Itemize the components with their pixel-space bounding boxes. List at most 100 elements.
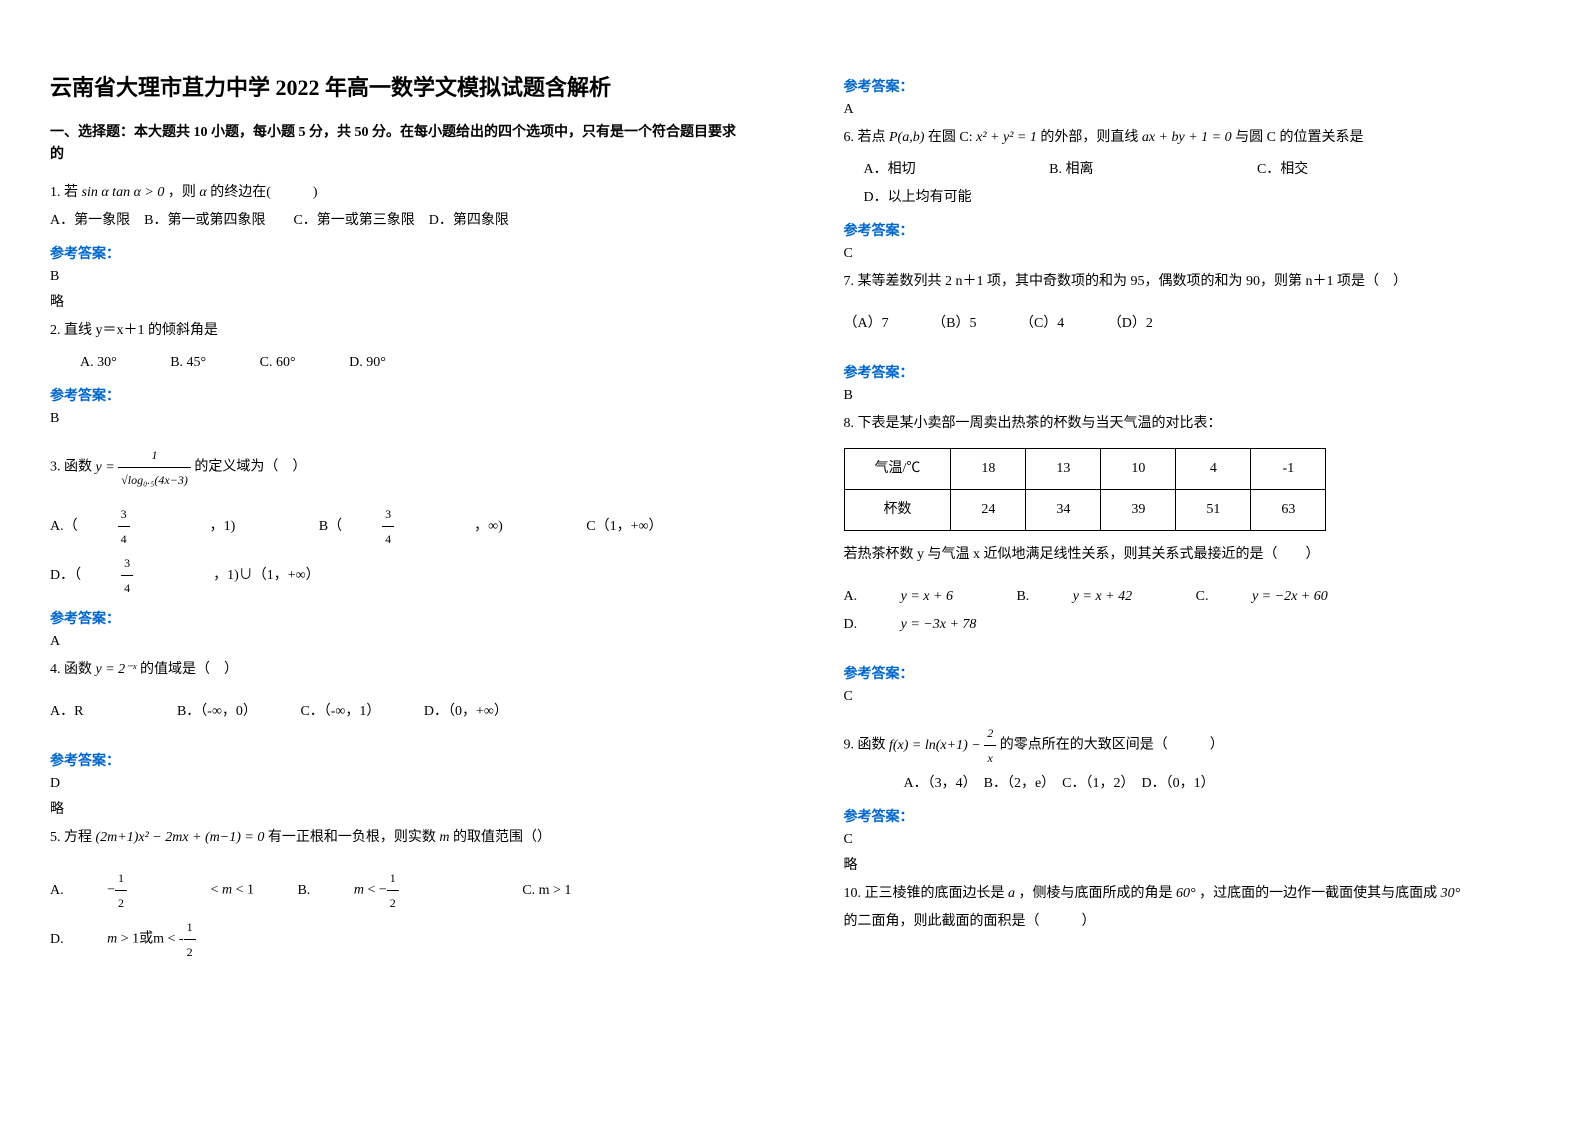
q8-answer: C [844,689,1538,705]
q5-suffix2: 的取值范围（） [453,830,551,845]
q8-r2c3: 39 [1101,490,1176,531]
q8-opt-a: A. y = x + 6 [844,583,993,611]
q3-opt-a: A.（34，1) [50,502,275,551]
q2-answer: B [50,411,744,427]
q8-text2: 若热茶杯数 y 与气温 x 近似地满足线性关系，则其关系式最接近的是（ ） [844,541,1538,569]
q3-formula: y = 1√log₀.₅(4x−3) [96,460,191,475]
q7-answer: B [844,388,1538,404]
question-10: 10. 正三棱锥的底面边长是 a ，侧棱与底面所成的角是 60° ，过底面的一边… [844,880,1538,936]
q8-r1c4: 4 [1176,449,1251,490]
q3-prefix: 3. 函数 [50,460,92,475]
question-5: 5. 方程 (2m+1)x² − 2mx + (m−1) = 0 有一正根和一负… [50,824,744,964]
q2-text: 2. 直线 y＝x＋1 的倾斜角是 [50,317,744,345]
q4-opt-b: B．（-∞，0） [177,698,257,726]
q6-opt-d: D．以上均有可能 [864,184,972,212]
q9-prefix: 9. 函数 [844,738,886,753]
q4-opt-d: D．（0，+∞） [424,698,508,726]
q6-f3: ax + by + 1 = 0 [1142,130,1232,145]
q9-answer: C [844,832,1538,848]
q1-var: α [199,185,206,200]
section-header: 一、选择题：本大题共 10 小题，每小题 5 分，共 50 分。在每小题给出的四… [50,122,744,167]
q8-text: 8. 下表是某小卖部一周卖出热茶的杯数与当天气温的对比表： [844,410,1538,438]
q4-opt-a: A．R [50,698,83,726]
q10-suffix: 的二面角，则此截面的面积是（ ） [844,908,1538,936]
q10-mid2: ，过底面的一边作一截面使其与底面成 [1199,886,1437,901]
q10-ang2: 30° [1441,886,1461,901]
q5-answer: A [844,102,1538,118]
q6-answer: C [844,246,1538,262]
q6-mid1: 在圆 C: [928,130,976,145]
q8-opt-c: C. y = −2x + 60 [1196,583,1368,611]
q6-prefix: 6. 若点 [844,130,886,145]
q4-formula: y = 2⁻ˣ [96,662,137,677]
question-3: 3. 函数 y = 1√log₀.₅(4x−3) 的定义域为（ ） A.（34，… [50,443,744,600]
q8-table: 气温/℃ 18 13 10 4 -1 杯数 24 34 39 51 63 [844,448,1327,531]
answer-label: 参考答案： [50,243,744,263]
q2-opt-b: B. 45° [170,349,206,377]
q10-var-a: a [1008,886,1015,901]
q6-f2: x² + y² = 1 [976,130,1037,145]
q1-suffix: 的终边在( ) [210,185,317,200]
q10-mid: ，侧棱与底面所成的角是 [1019,886,1173,901]
answer-label: 参考答案： [844,663,1538,683]
q5-opt-a: A. −12 < m < 1 [50,866,254,915]
q3-opt-b: B（34，∞) [319,502,543,551]
q8-r2c2: 34 [1026,490,1101,531]
q8-r1c2: 13 [1026,449,1101,490]
q6-mid2: 的外部，则直线 [1040,130,1138,145]
q9-omit: 略 [844,854,1538,874]
q4-omit: 略 [50,798,744,818]
q3-suffix: 的定义域为（ ） [194,460,306,475]
q8-opt-d: D. y = −3x + 78 [844,611,1017,639]
q8-th2: 杯数 [844,490,951,531]
q3-answer: A [50,634,744,650]
q10-ang1: 60° [1176,886,1196,901]
left-column: 云南省大理市苴力中学 2022 年高一数学文模拟试题含解析 一、选择题：本大题共… [0,0,794,1122]
q4-answer: D [50,776,744,792]
q6-opt-c: C．相交 [1257,156,1308,184]
q1-omit: 略 [50,291,744,311]
q5-opt-c: C. m > 1 [522,877,571,905]
q8-r1c1: 18 [951,449,1026,490]
question-2: 2. 直线 y＝x＋1 的倾斜角是 A. 30° B. 45° C. 60° D… [50,317,744,377]
q5-suffix: 有一正根和一负根，则实数 [268,830,436,845]
q2-opt-a: A. 30° [80,349,117,377]
question-1: 1. 若 sin α tan α > 0 ，则 α 的终边在( ) A．第一象限… [50,179,744,235]
answer-label: 参考答案： [50,750,744,770]
q8-r1c3: 10 [1101,449,1176,490]
q5-var: m [439,830,449,845]
right-column: 参考答案： A 6. 若点 P(a,b) 在圆 C: x² + y² = 1 的… [794,0,1587,1122]
answer-label: 参考答案： [844,76,1538,96]
q5-opt-b: B. m < −12 [297,866,478,915]
q1-answer: B [50,269,744,285]
q4-suffix: 的值域是（ ） [140,662,238,677]
q1-mid: ，则 [168,185,196,200]
question-4: 4. 函数 y = 2⁻ˣ 的值域是（ ） A．R B．（-∞，0） C．（-∞… [50,656,744,726]
q8-th1: 气温/℃ [844,449,951,490]
q6-f1: P(a,b) [889,130,924,145]
question-8: 8. 下表是某小卖部一周卖出热茶的杯数与当天气温的对比表： 气温/℃ 18 13… [844,410,1538,639]
answer-label: 参考答案： [844,220,1538,240]
answer-label: 参考答案： [50,385,744,405]
q2-opt-c: C. 60° [260,349,296,377]
question-7: 7. 某等差数列共 2 n＋1 项，其中奇数项的和为 95，偶数项的和为 90，… [844,268,1538,338]
q8-opt-b: B. y = x + 42 [1016,583,1172,611]
question-9: 9. 函数 f(x) = ln(x+1) − 2x 的零点所在的大致区间是（ ）… [844,721,1538,798]
q9-formula: f(x) = ln(x+1) − 2x [889,738,996,753]
q9-options: A．（3，4） B．（2，e） C．（1，2） D．（0，1） [844,770,1538,798]
q8-r1c5: -1 [1251,449,1326,490]
q1-formula: sin α tan α > 0 [82,185,165,200]
q2-opt-d: D. 90° [349,349,386,377]
q7-opt-d: （D）2 [1108,310,1153,338]
answer-label: 参考答案： [844,362,1538,382]
answer-label: 参考答案： [50,608,744,628]
q6-opt-a: A．相切 [864,156,916,184]
q7-opt-c: （C）4 [1020,310,1064,338]
q8-r2c1: 24 [951,490,1026,531]
page-title: 云南省大理市苴力中学 2022 年高一数学文模拟试题含解析 [50,70,744,102]
q4-prefix: 4. 函数 [50,662,92,677]
q8-r2c4: 51 [1176,490,1251,531]
q7-text: 7. 某等差数列共 2 n＋1 项，其中奇数项的和为 95，偶数项的和为 90，… [844,268,1538,296]
q3-opt-d: D．（34，1)∪（1，+∞） [50,551,360,600]
answer-label: 参考答案： [844,806,1538,826]
